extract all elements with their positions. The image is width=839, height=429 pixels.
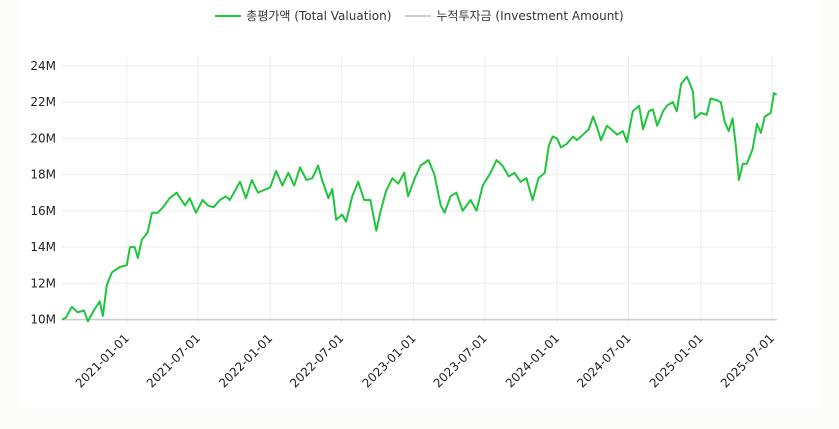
x-tick-label: 2024-01-01 [503, 331, 562, 390]
x-tick-label: 2022-01-01 [216, 331, 275, 390]
x-tick-label: 2025-07-01 [718, 331, 777, 390]
y-tick-label: 24M [30, 59, 56, 73]
legend-label-investment-amount: 누적투자금 (Investment Amount) [436, 9, 624, 23]
y-tick-label: 18M [30, 168, 56, 182]
y-tick-label: 12M [30, 276, 56, 290]
series-line-total-valuation [61, 75, 778, 323]
legend-label-total-valuation: 총평가액 (Total Valuation) [246, 9, 392, 23]
x-tick-label: 2025-01-01 [647, 331, 706, 390]
legend-item-investment-amount[interactable]: 누적투자금 (Investment Amount) [405, 7, 624, 24]
y-tick-label: 10M [30, 313, 56, 327]
y-tick-label: 16M [30, 204, 56, 218]
y-tick-label: 14M [30, 240, 56, 254]
legend-swatch-total-valuation [215, 14, 242, 17]
chart-panel [20, 0, 820, 408]
x-tick-label: 2023-01-01 [360, 331, 419, 390]
legend: 총평가액 (Total Valuation) 누적투자금 (Investment… [0, 7, 839, 24]
x-tick-label: 2021-01-01 [73, 331, 132, 390]
legend-swatch-investment-amount [405, 14, 432, 17]
x-tick-label: 2024-07-01 [574, 331, 633, 390]
x-tick-label: 2022-07-01 [287, 331, 346, 390]
x-tick-label: 2021-07-01 [144, 331, 203, 390]
legend-item-total-valuation[interactable]: 총평가액 (Total Valuation) [215, 7, 391, 24]
x-tick-label: 2023-07-01 [431, 331, 490, 390]
y-tick-label: 22M [30, 95, 56, 109]
y-tick-label: 20M [30, 131, 56, 145]
